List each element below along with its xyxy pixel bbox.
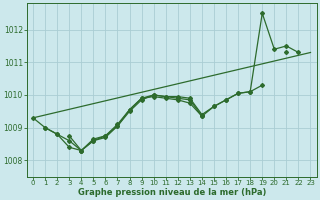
X-axis label: Graphe pression niveau de la mer (hPa): Graphe pression niveau de la mer (hPa): [77, 188, 266, 197]
